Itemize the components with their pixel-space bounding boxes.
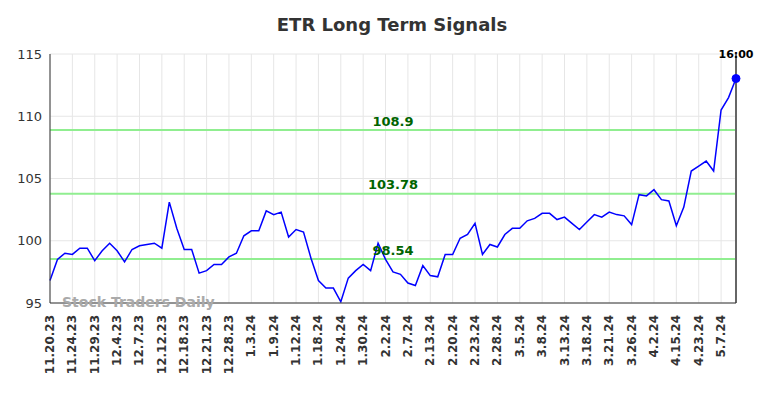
svg-text:12.21.23: 12.21.23 bbox=[200, 315, 214, 374]
svg-text:11.24.23: 11.24.23 bbox=[65, 315, 79, 374]
svg-text:3.26.24: 3.26.24 bbox=[625, 315, 639, 366]
svg-text:1.24.24: 1.24.24 bbox=[334, 315, 348, 366]
svg-text:5.7.24: 5.7.24 bbox=[714, 315, 728, 358]
svg-text:3.5.24: 3.5.24 bbox=[513, 315, 527, 358]
svg-text:103.78: 103.78 bbox=[368, 177, 418, 192]
svg-text:100: 100 bbox=[17, 233, 42, 248]
svg-text:1.30.24: 1.30.24 bbox=[356, 315, 370, 366]
svg-text:4.23.24: 4.23.24 bbox=[692, 315, 706, 366]
svg-text:11.29.23: 11.29.23 bbox=[88, 315, 102, 374]
svg-text:12.7.23: 12.7.23 bbox=[132, 315, 146, 366]
svg-text:1.9.24: 1.9.24 bbox=[267, 315, 281, 358]
svg-text:2.20.24: 2.20.24 bbox=[446, 315, 460, 366]
svg-text:12.12.23: 12.12.23 bbox=[155, 315, 169, 374]
svg-text:12.4.23: 12.4.23 bbox=[110, 315, 124, 366]
svg-text:98.54: 98.54 bbox=[372, 243, 413, 258]
html-text:ETR Long Term Signals: ETR Long Term Signals bbox=[276, 14, 508, 35]
svg-text:2.13.24: 2.13.24 bbox=[423, 315, 437, 366]
svg-text:4.2.24: 4.2.24 bbox=[647, 315, 661, 358]
svg-text:108.9: 108.9 bbox=[372, 114, 413, 129]
svg-text:3.21.24: 3.21.24 bbox=[602, 315, 616, 366]
svg-text:3.18.24: 3.18.24 bbox=[580, 315, 594, 366]
svg-text:2.2.24: 2.2.24 bbox=[379, 315, 393, 358]
svg-text:3.13.24: 3.13.24 bbox=[558, 315, 572, 366]
svg-text:2.7.24: 2.7.24 bbox=[401, 315, 415, 358]
svg-text:115: 115 bbox=[17, 47, 42, 62]
svg-text:3.8.24: 3.8.24 bbox=[535, 315, 549, 358]
svg-text:11.20.23: 11.20.23 bbox=[43, 315, 57, 374]
svg-text:110: 110 bbox=[17, 109, 42, 124]
svg-text:2.23.24: 2.23.24 bbox=[468, 315, 482, 366]
html-text:Stock Traders Daily: Stock Traders Daily bbox=[62, 294, 215, 310]
svg-text:4.15.24: 4.15.24 bbox=[669, 315, 683, 366]
svg-text:1.18.24: 1.18.24 bbox=[311, 315, 325, 366]
svg-text:105: 105 bbox=[17, 171, 42, 186]
svg-text:95: 95 bbox=[25, 296, 42, 311]
svg-text:12.18.23: 12.18.23 bbox=[177, 315, 191, 374]
svg-text:2.28.24: 2.28.24 bbox=[490, 315, 504, 366]
svg-text:12.28.23: 12.28.23 bbox=[222, 315, 236, 374]
html-text:16:00: 16:00 bbox=[718, 48, 754, 61]
svg-text:1.12.24: 1.12.24 bbox=[289, 315, 303, 366]
svg-text:1.3.24: 1.3.24 bbox=[244, 315, 258, 358]
